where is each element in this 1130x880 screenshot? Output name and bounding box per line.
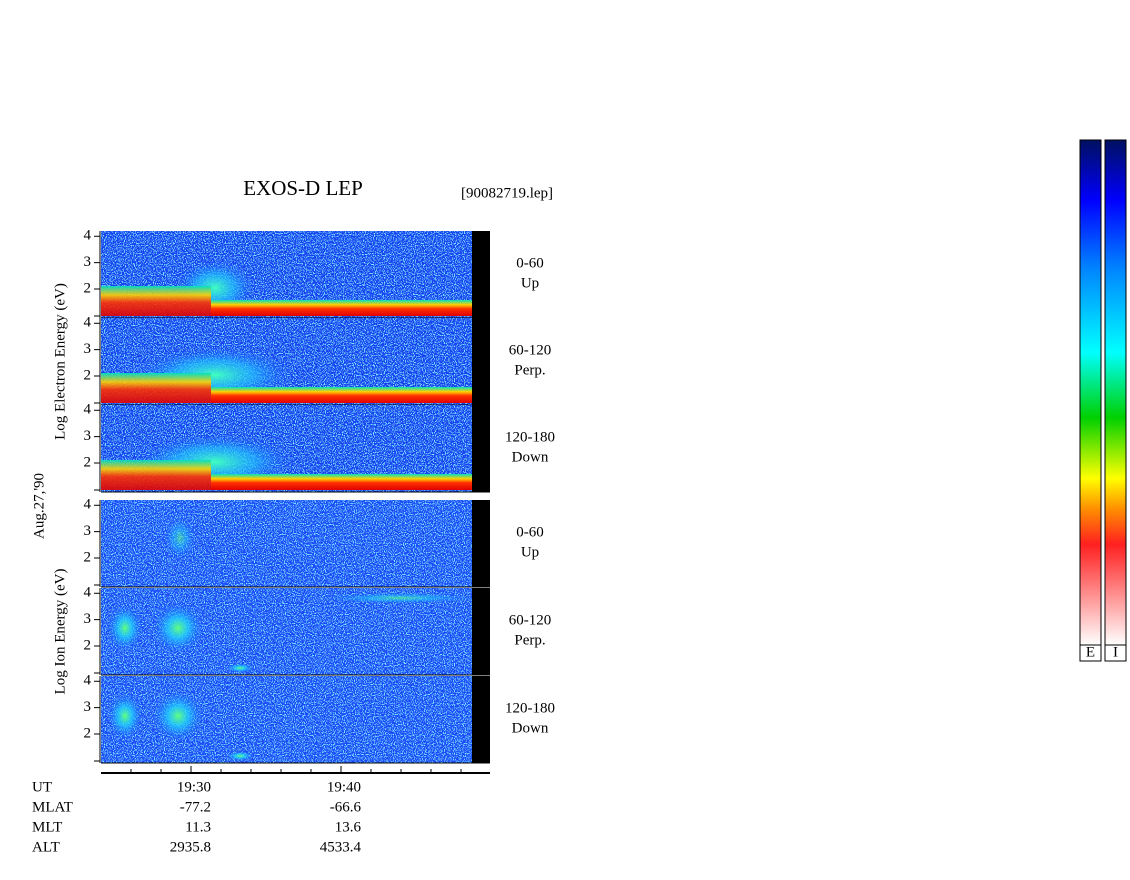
colorbar-label-box [1104, 644, 1127, 662]
y-axis-label: Log Ion Energy (eV) [52, 569, 68, 695]
y-tick-label: 4 [84, 585, 92, 601]
ephemeris-value: 13.6 [335, 819, 362, 835]
spectrogram-blob [164, 516, 196, 560]
colorbar [1104, 139, 1127, 646]
panel-label: 60-120 [509, 612, 552, 628]
date-label: Aug.27,'90 [31, 473, 47, 539]
y-tick-label: 3 [84, 699, 92, 715]
data-gap-strip [472, 588, 490, 675]
data-gap-strip [472, 500, 490, 587]
y-tick-label: 3 [84, 254, 92, 270]
data-gap-strip [472, 231, 490, 318]
panel-sublabel: Perp. [514, 362, 545, 378]
y-tick-label: 4 [84, 402, 92, 418]
ephemeris-value: 11.3 [185, 819, 211, 835]
colorbar-label: E [1086, 644, 1095, 660]
colorbar [1079, 139, 1102, 646]
y-tick-label: 2 [84, 549, 92, 565]
spectrogram-band [101, 286, 211, 316]
spectrogram-noise [101, 500, 472, 587]
ephemeris-value: 19:30 [177, 779, 211, 795]
panel-label: 120-180 [505, 429, 555, 445]
title: EXOS-D LEP [243, 176, 363, 200]
ephemeris-label: ALT [32, 839, 60, 855]
panel-label: 60-120 [509, 342, 552, 358]
y-tick-label: 4 [84, 497, 92, 513]
panel-sublabel: Up [521, 275, 539, 291]
spectrogram-blob [152, 690, 204, 742]
panel-sublabel: Up [521, 544, 539, 560]
y-tick-label: 2 [84, 367, 92, 383]
y-axis-label: Log Electron Energy (eV) [52, 283, 68, 440]
spectrogram-blob [320, 592, 480, 604]
ephemeris-label: MLT [32, 819, 62, 835]
spectrogram-blob [226, 663, 254, 673]
ephemeris-value: -66.6 [330, 799, 362, 815]
spectrogram-band [101, 460, 211, 490]
spectrogram-blob [226, 751, 254, 761]
panel-label: 0-60 [516, 255, 544, 271]
ephemeris-value: 4533.4 [320, 839, 362, 855]
spectrogram-blob [152, 602, 204, 654]
y-tick-label: 3 [84, 523, 92, 539]
spectrogram-band [101, 373, 211, 403]
y-tick-label: 2 [84, 725, 92, 741]
spectrogram-blob [107, 604, 143, 652]
y-tick-label: 4 [84, 315, 92, 331]
y-tick-label: 3 [84, 341, 92, 357]
y-tick-label: 2 [84, 637, 92, 653]
data-gap-strip [472, 405, 490, 492]
colorbar-label: I [1113, 644, 1118, 660]
y-tick-label: 3 [84, 428, 92, 444]
ephemeris-value: 19:40 [327, 779, 361, 795]
y-tick-label: 4 [84, 228, 92, 244]
ephemeris-label: MLAT [32, 799, 73, 815]
panel-sublabel: Perp. [514, 632, 545, 648]
panel-sublabel: Down [512, 449, 549, 465]
y-tick-label: 3 [84, 611, 92, 627]
panel-sublabel: Down [512, 720, 549, 736]
spectrogram-band [211, 387, 472, 403]
colorbar-label-box [1079, 644, 1102, 662]
ephemeris-value: 2935.8 [170, 839, 211, 855]
y-tick-label: 4 [84, 673, 92, 689]
spectrogram-blob [107, 692, 143, 740]
panel-label: 120-180 [505, 700, 555, 716]
panel-label: 0-60 [516, 524, 544, 540]
ephemeris-value: -77.2 [180, 799, 211, 815]
data-gap-strip [472, 676, 490, 763]
y-tick-label: 2 [84, 280, 92, 296]
file-label: [90082719.lep] [461, 185, 553, 201]
ephemeris-label: UT [32, 779, 52, 795]
data-gap-strip [472, 318, 490, 405]
spectrogram-band [211, 474, 472, 490]
spectrogram-band [211, 300, 472, 316]
y-tick-label: 2 [84, 454, 92, 470]
